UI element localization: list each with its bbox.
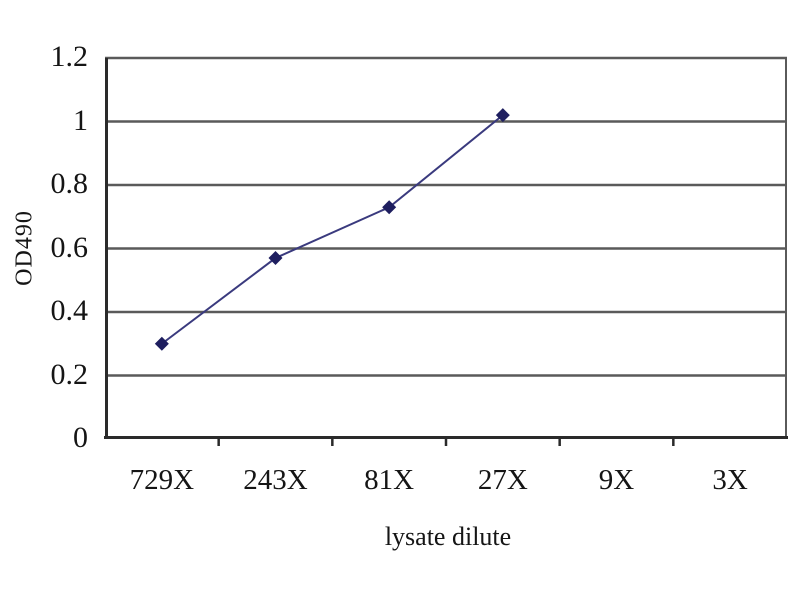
y-tick-label: 1.2 [50,39,89,73]
data-point-marker [268,251,283,266]
data-point-marker [154,336,169,351]
y-tick-label: 1 [73,103,88,137]
data-point-marker [495,108,510,123]
y-tick-label: 0.8 [50,166,89,200]
data-point-marker [382,200,397,215]
x-tick-label: 3X [712,464,748,496]
y-tick-label: 0.6 [50,230,89,264]
data-line [161,114,504,345]
x-axis-title: lysate dilute [384,522,512,551]
x-tick-label: 729X [129,464,195,496]
plot-area [104,56,788,446]
x-tick-label: 27X [477,464,528,496]
x-tick-label: 243X [243,464,308,496]
y-tick-label: 0.4 [50,293,89,327]
y-tick-label: 0.2 [50,357,89,391]
y-tick-label: 0 [73,420,88,454]
x-tick-label: 9X [598,464,635,496]
x-tick-label: 81X [364,464,415,496]
chart-canvas [104,56,788,446]
